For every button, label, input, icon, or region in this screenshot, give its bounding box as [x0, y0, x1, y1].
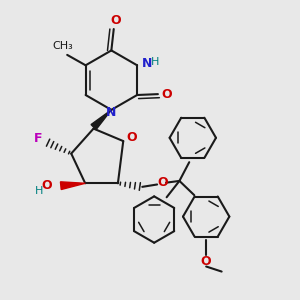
Text: H: H [151, 57, 160, 67]
Polygon shape [61, 182, 85, 190]
Text: O: O [161, 88, 172, 100]
Text: CH₃: CH₃ [52, 41, 73, 51]
Text: O: O [41, 179, 52, 192]
Text: O: O [110, 14, 121, 27]
Text: F: F [33, 132, 42, 145]
Polygon shape [91, 110, 111, 130]
Text: O: O [158, 176, 168, 189]
Text: H: H [35, 186, 44, 196]
Text: N: N [106, 106, 116, 119]
Text: O: O [126, 131, 137, 144]
Text: O: O [201, 255, 211, 268]
Text: N: N [141, 57, 152, 70]
